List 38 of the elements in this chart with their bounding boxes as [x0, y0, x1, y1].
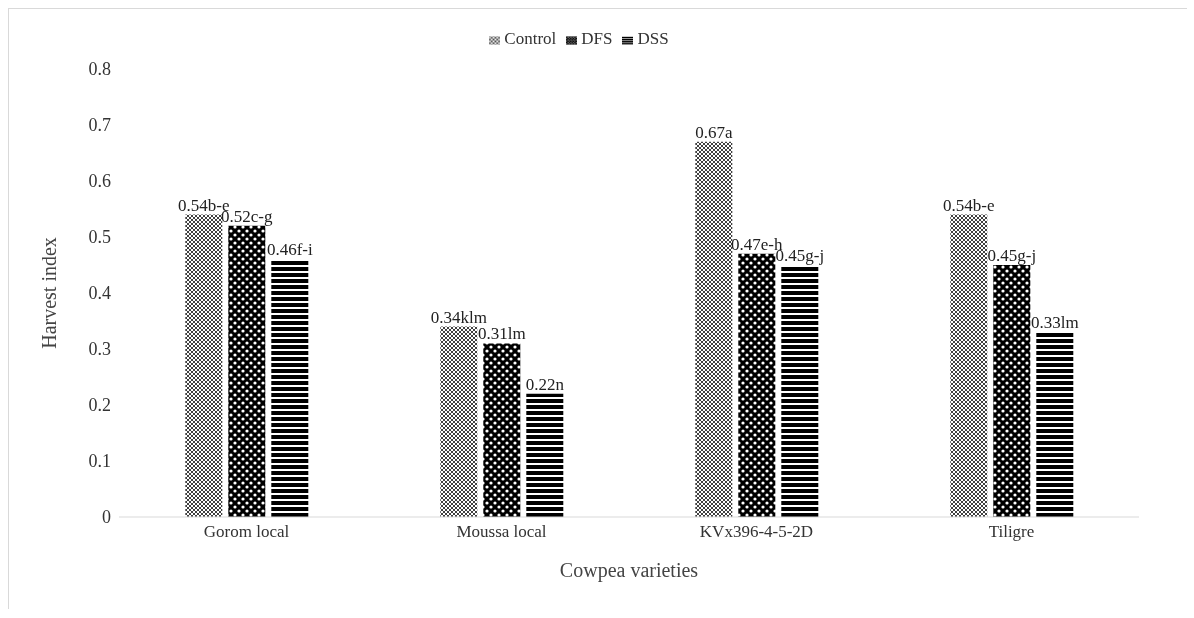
data-label: 0.34klm [430, 307, 487, 327]
legend-label: Control [504, 29, 557, 48]
data-label: 0.54b-e [943, 195, 995, 215]
x-tick-label: Moussa local [456, 522, 547, 542]
y-axis-title: Harvest index [38, 237, 61, 349]
y-tick-label: 0.5 [88, 227, 111, 248]
bar [993, 265, 1031, 517]
x-axis-title: Cowpea varieties [559, 559, 699, 582]
data-label: 0.67a [695, 122, 733, 142]
y-tick-label: 0.6 [88, 171, 111, 192]
bar [440, 326, 478, 517]
x-tick-label: Tiligre [988, 522, 1035, 542]
bar [738, 253, 776, 517]
y-tick-label: 0.1 [88, 451, 111, 472]
x-tick-label: Gorom local [203, 522, 290, 542]
data-label: 0.22n [525, 374, 565, 394]
bar [950, 214, 988, 517]
y-tick-label: 0 [102, 507, 111, 528]
bar [228, 225, 266, 517]
bar [1036, 332, 1074, 517]
x-tick-label: KVx396-4-5-2D [699, 522, 814, 542]
bar [271, 259, 309, 517]
bar [185, 214, 223, 517]
data-label: 0.33lm [1030, 313, 1079, 333]
legend-label: DSS [637, 29, 669, 48]
legend-label: DFS [581, 29, 613, 48]
y-tick-label: 0.7 [88, 115, 111, 136]
y-tick-label: 0.8 [88, 59, 111, 80]
bar [526, 393, 564, 517]
data-label: 0.46f-i [266, 240, 313, 260]
y-tick-label: 0.3 [88, 339, 111, 360]
bar [695, 141, 733, 517]
data-label: 0.45g-j [987, 246, 1037, 265]
bar [781, 265, 819, 517]
data-label: 0.31lm [477, 324, 526, 344]
y-tick-label: 0.2 [88, 395, 111, 416]
bar [483, 343, 521, 517]
y-tick-label: 0.4 [88, 283, 111, 304]
